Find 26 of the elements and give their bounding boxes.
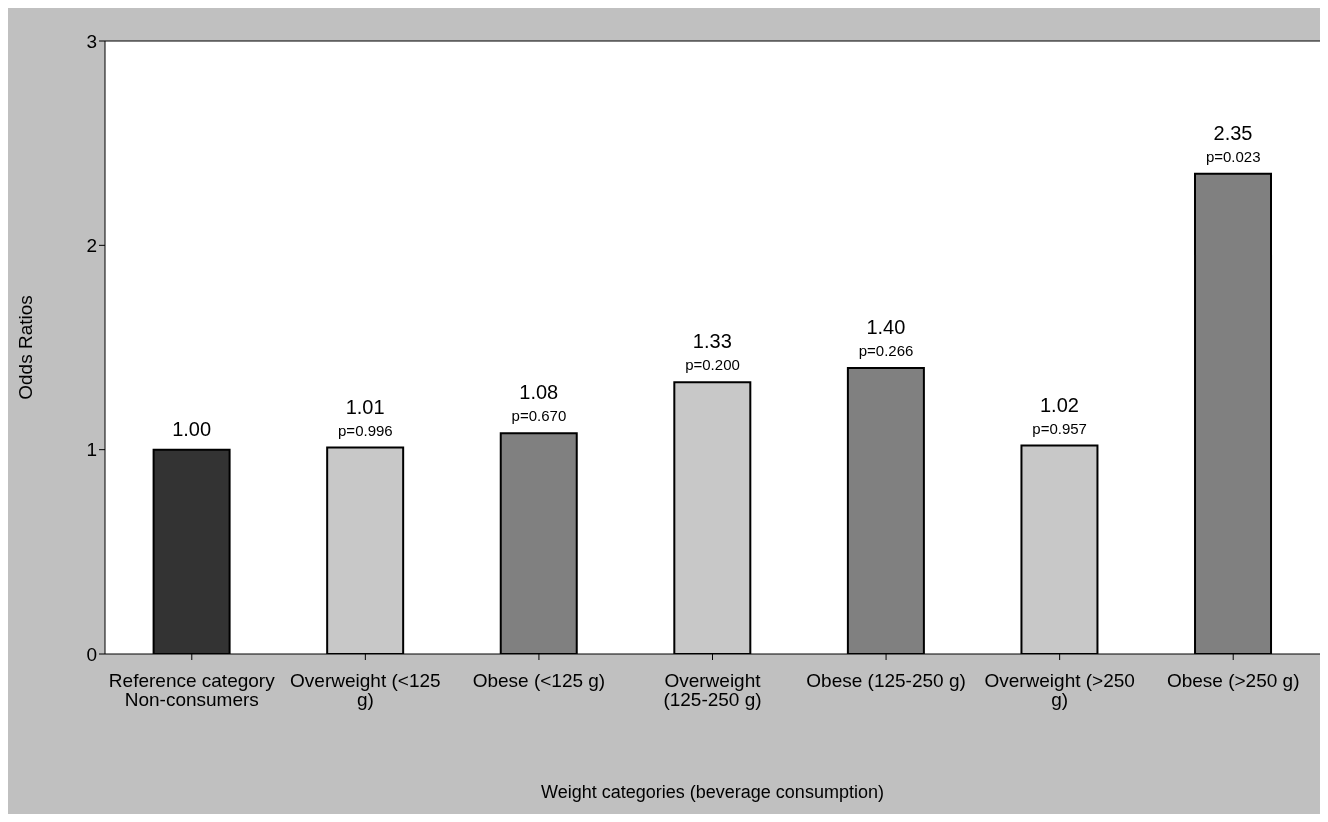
x-axis-title: Weight categories (beverage consumption): [541, 782, 884, 802]
data-label: 1.02: [1039, 393, 1079, 416]
annotation: p=0.266: [858, 341, 914, 359]
data-label: 1.01: [345, 395, 385, 418]
data-label: 2.35: [1213, 121, 1253, 144]
x-tick-label: Obese (125-250 g): [806, 670, 966, 692]
annotation: p=0.957: [1032, 419, 1087, 437]
y-tick-label: 3: [86, 30, 97, 52]
x-tick-label: Reference category Non-consumers: [108, 670, 276, 711]
annotation: p=0.670: [511, 407, 567, 425]
data-label: 1.33: [692, 330, 732, 353]
data-label: 1.08: [519, 381, 559, 404]
x-tick-label: Overweight (<125 g): [290, 670, 441, 711]
y-tick-label: 0: [86, 643, 97, 665]
x-tick-label: Obese (<125 g): [472, 670, 606, 692]
y-axis-title: Odds Ratios: [14, 295, 36, 400]
annotation: p=0.200: [685, 356, 740, 374]
y-tick-label: 2: [86, 235, 97, 257]
y-tick-label: 1: [86, 439, 97, 461]
data-label: 1.00: [172, 417, 212, 440]
x-tick-label: Obese (>250 g): [1166, 670, 1300, 692]
annotation: p=0.023: [1205, 147, 1261, 165]
data-label: 1.40: [866, 315, 906, 338]
x-tick-label: Overweight (125-250 g): [663, 670, 762, 711]
annotation: p=0.996: [338, 421, 393, 439]
x-tick-label: Overweight (>250 g): [984, 670, 1135, 711]
